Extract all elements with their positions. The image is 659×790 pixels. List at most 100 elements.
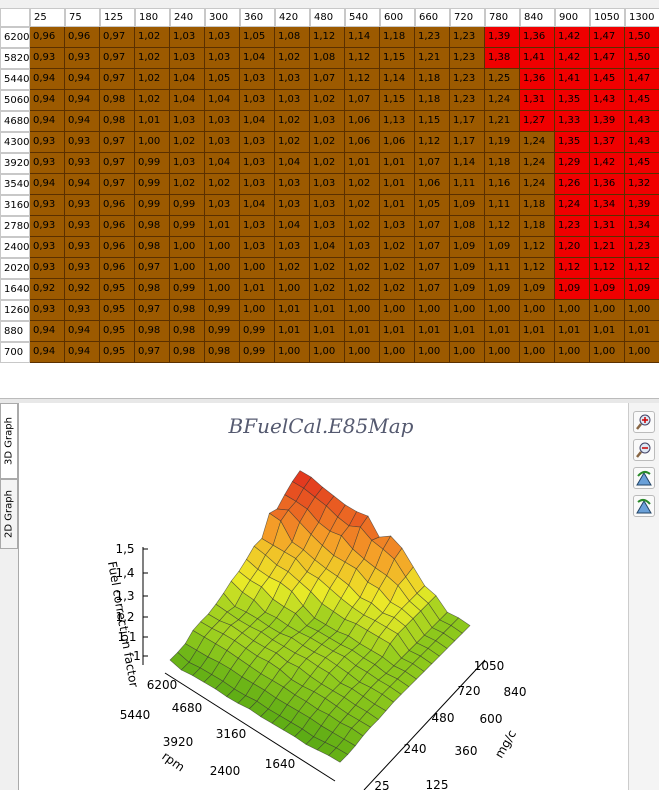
value-cell[interactable]: 0,94 <box>65 90 100 111</box>
value-cell[interactable]: 1,13 <box>380 111 415 132</box>
value-cell[interactable]: 1,18 <box>380 27 415 48</box>
value-cell[interactable]: 1,23 <box>450 27 485 48</box>
value-cell[interactable]: 1,43 <box>625 132 659 153</box>
value-cell[interactable]: 0,97 <box>100 132 135 153</box>
value-cell[interactable]: 1,16 <box>485 174 520 195</box>
value-cell[interactable]: 1,02 <box>310 258 345 279</box>
value-cell[interactable]: 0,93 <box>65 216 100 237</box>
value-cell[interactable]: 0,97 <box>135 342 170 363</box>
value-cell[interactable]: 1,17 <box>450 111 485 132</box>
value-cell[interactable]: 1,01 <box>205 216 240 237</box>
value-cell[interactable]: 1,24 <box>520 132 555 153</box>
value-cell[interactable]: 1,19 <box>485 132 520 153</box>
value-cell[interactable]: 1,47 <box>625 69 659 90</box>
value-cell[interactable]: 1,01 <box>625 321 659 342</box>
value-cell[interactable]: 1,09 <box>485 237 520 258</box>
value-cell[interactable]: 1,03 <box>205 27 240 48</box>
value-cell[interactable]: 0,98 <box>135 279 170 300</box>
value-cell[interactable]: 1,08 <box>450 216 485 237</box>
value-cell[interactable]: 1,00 <box>310 342 345 363</box>
value-cell[interactable]: 1,00 <box>240 300 275 321</box>
value-cell[interactable]: 1,12 <box>310 27 345 48</box>
value-cell[interactable]: 1,06 <box>380 132 415 153</box>
value-cell[interactable]: 1,03 <box>170 153 205 174</box>
value-cell[interactable]: 1,12 <box>520 258 555 279</box>
value-cell[interactable]: 0,98 <box>205 342 240 363</box>
value-cell[interactable]: 0,93 <box>30 237 65 258</box>
value-cell[interactable]: 1,04 <box>310 237 345 258</box>
value-cell[interactable]: 1,01 <box>415 321 450 342</box>
value-cell[interactable]: 1,00 <box>345 342 380 363</box>
value-cell[interactable]: 1,18 <box>520 195 555 216</box>
value-cell[interactable]: 1,18 <box>415 69 450 90</box>
value-cell[interactable]: 0,94 <box>30 321 65 342</box>
value-cell[interactable]: 1,04 <box>240 111 275 132</box>
value-cell[interactable]: 1,03 <box>345 237 380 258</box>
value-cell[interactable]: 1,03 <box>240 216 275 237</box>
value-cell[interactable]: 1,23 <box>415 27 450 48</box>
value-cell[interactable]: 1,02 <box>135 69 170 90</box>
value-cell[interactable]: 0,94 <box>65 111 100 132</box>
rotate-right-button[interactable] <box>633 495 655 517</box>
zoom-out-button[interactable] <box>633 439 655 461</box>
value-cell[interactable]: 1,03 <box>205 111 240 132</box>
value-cell[interactable]: 1,12 <box>590 258 625 279</box>
value-cell[interactable]: 1,36 <box>520 69 555 90</box>
value-cell[interactable]: 0,93 <box>65 300 100 321</box>
value-cell[interactable]: 1,41 <box>520 48 555 69</box>
value-cell[interactable]: 1,15 <box>380 48 415 69</box>
value-cell[interactable]: 1,43 <box>590 90 625 111</box>
value-cell[interactable]: 1,00 <box>345 300 380 321</box>
value-cell[interactable]: 0,98 <box>135 321 170 342</box>
value-cell[interactable]: 0,99 <box>170 195 205 216</box>
value-cell[interactable]: 1,07 <box>415 216 450 237</box>
value-cell[interactable]: 1,23 <box>450 90 485 111</box>
tab[interactable]: 3D Graph <box>0 403 18 479</box>
value-cell[interactable]: 1,18 <box>520 216 555 237</box>
value-cell[interactable]: 1,02 <box>310 132 345 153</box>
value-cell[interactable]: 1,01 <box>450 321 485 342</box>
value-cell[interactable]: 1,01 <box>590 321 625 342</box>
value-cell[interactable]: 1,37 <box>590 132 625 153</box>
value-cell[interactable]: 1,12 <box>345 48 380 69</box>
value-cell[interactable]: 0,99 <box>135 153 170 174</box>
value-cell[interactable]: 1,03 <box>170 27 205 48</box>
value-cell[interactable]: 1,24 <box>485 90 520 111</box>
splitter[interactable] <box>0 398 659 403</box>
value-cell[interactable]: 1,00 <box>170 258 205 279</box>
value-cell[interactable]: 1,09 <box>555 279 590 300</box>
value-cell[interactable]: 1,34 <box>590 195 625 216</box>
value-cell[interactable]: 0,97 <box>100 27 135 48</box>
value-cell[interactable]: 0,98 <box>170 342 205 363</box>
value-cell[interactable]: 1,00 <box>590 300 625 321</box>
value-cell[interactable]: 0,98 <box>100 111 135 132</box>
value-cell[interactable]: 0,97 <box>100 153 135 174</box>
value-cell[interactable]: 1,45 <box>590 69 625 90</box>
value-cell[interactable]: 1,45 <box>625 153 659 174</box>
value-cell[interactable]: 1,17 <box>450 132 485 153</box>
value-cell[interactable]: 0,97 <box>100 174 135 195</box>
value-cell[interactable]: 1,09 <box>520 279 555 300</box>
value-cell[interactable]: 1,00 <box>205 279 240 300</box>
value-cell[interactable]: 1,39 <box>590 111 625 132</box>
value-cell[interactable]: 1,00 <box>415 300 450 321</box>
value-cell[interactable]: 1,00 <box>205 258 240 279</box>
value-cell[interactable]: 1,02 <box>135 48 170 69</box>
value-cell[interactable]: 1,01 <box>485 321 520 342</box>
value-cell[interactable]: 1,02 <box>310 279 345 300</box>
value-cell[interactable]: 1,03 <box>275 69 310 90</box>
value-cell[interactable]: 1,14 <box>345 27 380 48</box>
value-cell[interactable]: 1,09 <box>485 279 520 300</box>
value-cell[interactable]: 1,03 <box>310 174 345 195</box>
value-cell[interactable]: 1,23 <box>450 69 485 90</box>
value-cell[interactable]: 1,04 <box>170 69 205 90</box>
value-cell[interactable]: 1,42 <box>555 48 590 69</box>
value-cell[interactable]: 1,15 <box>415 111 450 132</box>
value-cell[interactable]: 1,12 <box>625 258 659 279</box>
value-cell[interactable]: 1,02 <box>275 132 310 153</box>
value-cell[interactable]: 0,99 <box>205 300 240 321</box>
value-cell[interactable]: 0,94 <box>30 69 65 90</box>
value-cell[interactable]: 1,42 <box>555 27 590 48</box>
value-cell[interactable]: 1,20 <box>555 237 590 258</box>
value-cell[interactable]: 1,04 <box>170 90 205 111</box>
